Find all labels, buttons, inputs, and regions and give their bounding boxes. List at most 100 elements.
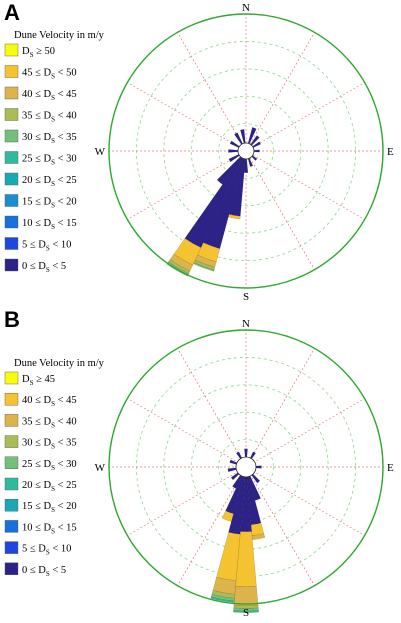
- panel-b: B Dune Velocity in m/y DS ≥ 45 40 ≤ DS < …: [4, 307, 394, 619]
- panel-a-legend-swatch: [4, 194, 19, 207]
- panel-b-legend-label: 20 ≤ DS < 25: [22, 480, 77, 493]
- panel-b-legend-label: 15 ≤ DS < 20: [22, 501, 77, 514]
- panel-a-legend-swatch: [4, 237, 19, 250]
- panel-a-grid-spoke: [177, 32, 247, 152]
- panel-a-legend-title: Dune Velocity in m/y: [14, 30, 105, 41]
- panel-b-rose-wedge: [210, 594, 235, 602]
- panel-b-legend-label: 40 ≤ DS < 45: [22, 395, 77, 408]
- panel-a-legend-label: 30 ≤ DS < 35: [22, 132, 77, 145]
- panel-a-rose-wedge: [253, 149, 260, 153]
- panel-b-legend-label: 30 ≤ DS < 35: [22, 438, 77, 451]
- panel-a-legend-label: 10 ≤ DS < 15: [22, 218, 77, 231]
- panel-a-rose-wedge: [168, 259, 191, 274]
- panel-b-rose-wedge: [229, 459, 238, 465]
- panel-b-rose-wedge: [210, 596, 235, 603]
- panel-a-compass-east: E: [387, 146, 394, 158]
- panel-a-legend-label: 15 ≤ DS < 20: [22, 197, 77, 210]
- panel-b-legend-label: 10 ≤ DS < 15: [22, 522, 77, 535]
- panel-a-rose-wedge: [169, 253, 194, 272]
- panel-b-legend-label: 0 ≤ DS < 5: [22, 565, 66, 578]
- panel-b-grid-spoke: [177, 466, 247, 586]
- panel-a-legend-swatch: [4, 172, 19, 186]
- panel-a-rose: N S E W: [95, 2, 394, 303]
- panel-b-legend-swatch: [4, 520, 19, 533]
- panel-a-compass-west: W: [95, 146, 106, 158]
- panel-a-grid-spoke: [245, 82, 365, 152]
- panel-a-rose-wedge: [228, 214, 241, 220]
- panel-a-grid-ring: [190, 95, 302, 207]
- panel-b-legend-swatch: [4, 414, 19, 427]
- panel-b-rose: N S E W: [95, 318, 394, 619]
- panel-b-center-hole: [235, 456, 257, 478]
- panel-b-grid-spoke: [245, 466, 315, 586]
- panel-a-grid-ring: [218, 123, 274, 179]
- panel-a-compass-south: S: [243, 291, 249, 303]
- panel-a-legend-swatch: [4, 258, 19, 272]
- panel-b-legend-swatch: [4, 562, 19, 575]
- panel-b-rose-wedge: [233, 607, 259, 612]
- panel-a-rose-wedge: [229, 140, 240, 148]
- panel-a-compass-north: N: [242, 2, 250, 14]
- panel-b-legend-label: 5 ≤ DS < 10: [22, 544, 71, 557]
- panel-a-legend-label: 45 ≤ DS < 50: [22, 68, 77, 81]
- panel-b-compass-west: W: [95, 462, 106, 474]
- panel-a-rose-wedge: [234, 132, 243, 145]
- panel-b-compass-east: E: [387, 462, 394, 474]
- panel-a: A Dune Velocity in m/y DS ≥ 50 45 ≤ DS < …: [4, 0, 394, 303]
- panel-b-rose-wedge: [221, 510, 234, 522]
- panel-b-grid-spoke: [177, 348, 247, 468]
- panel-a-legend: Dune Velocity in m/y DS ≥ 50 45 ≤ DS < 50…: [4, 30, 105, 274]
- panel-b-rose-wedge: [244, 448, 248, 458]
- panel-b-rose-wedge: [233, 605, 259, 609]
- panel-b-grid-spoke: [245, 398, 365, 468]
- panel-b-rose-wedge: [236, 451, 242, 460]
- panel-a-center-hole: [237, 142, 255, 160]
- panel-a-grid-spoke: [245, 150, 315, 270]
- panel-a-grid-spoke: [127, 82, 247, 152]
- panel-b-outer-ring: [108, 329, 384, 605]
- panel-a-legend-swatch: [4, 215, 19, 229]
- panel-a-legend-label: 5 ≤ DS < 10: [22, 240, 71, 253]
- panel-a-grid-spoke: [245, 32, 315, 152]
- panel-b-legend-label: 25 ≤ DS < 30: [22, 459, 77, 472]
- panel-a-legend-label: 35 ≤ DS < 40: [22, 111, 77, 124]
- panel-a-rose-wedge: [247, 158, 254, 167]
- panel-b-grid-spoke: [245, 348, 315, 468]
- panel-a-legend-label: DS ≥ 50: [22, 46, 55, 59]
- panel-b-legend-swatch: [4, 393, 19, 406]
- panel-a-legend-label: 40 ≤ DS < 45: [22, 89, 77, 102]
- panel-a-legend-label: 20 ≤ DS < 25: [22, 175, 77, 188]
- panel-a-legend-label: 0 ≤ DS < 5: [22, 261, 66, 274]
- panel-b-legend-label: 35 ≤ DS < 40: [22, 416, 77, 429]
- panel-b-legend-swatch: [4, 435, 19, 448]
- panel-a-grid-spoke: [127, 150, 247, 220]
- panel-b-rose-wedge: [216, 532, 241, 581]
- panel-b-rose-wedge: [255, 465, 262, 469]
- panel-a-legend-swatch: [4, 86, 19, 100]
- panel-b-grid-spoke: [127, 398, 247, 468]
- panel-a-legend-label: 25 ≤ DS < 30: [22, 154, 77, 167]
- panel-b-legend-swatch: [4, 477, 19, 491]
- panel-b-rose-wedge: [233, 585, 259, 606]
- panel-a-legend-swatch: [4, 65, 19, 78]
- panel-b-legend-swatch: [4, 371, 19, 385]
- panel-b-letter: B: [4, 307, 20, 332]
- panel-a-letter: A: [4, 0, 20, 25]
- panel-a-legend-swatch: [4, 129, 19, 143]
- panel-a-legend-swatch: [4, 108, 19, 121]
- panel-b-rose-wedge: [233, 610, 259, 613]
- panel-b-compass-south: S: [243, 607, 249, 619]
- panel-a-outer-ring: [108, 13, 384, 289]
- panel-b-legend-swatch: [4, 541, 19, 554]
- panel-a-legend-swatch: [4, 43, 19, 57]
- panel-b-rose-wedge: [227, 467, 237, 472]
- panel-b-rose-wedge: [250, 451, 256, 460]
- panel-b-legend-label: DS ≥ 45: [22, 374, 55, 387]
- panel-a-rose-wedge: [228, 149, 239, 153]
- panel-b-rose-wedge: [250, 522, 265, 536]
- panel-b-legend: Dune Velocity in m/y DS ≥ 45 40 ≤ DS < 45…: [4, 358, 105, 578]
- panel-b-compass-north: N: [242, 318, 250, 330]
- panel-b-legend-swatch: [4, 456, 19, 469]
- panel-a-grid-ring: [163, 68, 329, 234]
